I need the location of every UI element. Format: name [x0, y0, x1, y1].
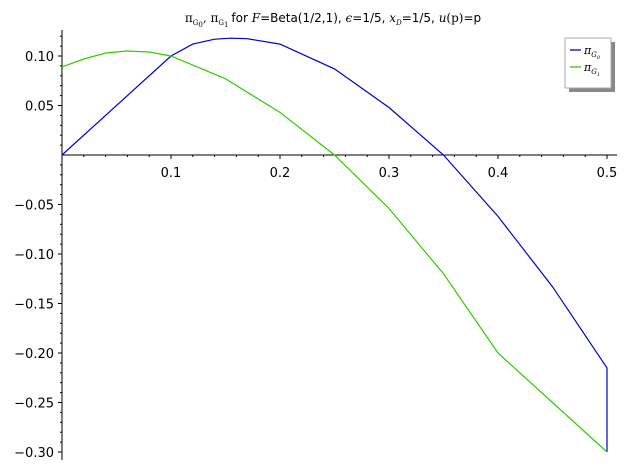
y-tick-label: −0.05 [14, 199, 54, 214]
series-line-1 [61, 50, 608, 453]
x-tick-label: 0.4 [488, 166, 509, 181]
y-tick-label: −0.20 [14, 347, 54, 362]
y-tick-label: 0.10 [25, 50, 54, 65]
y-tick-label: −0.15 [14, 298, 54, 313]
y-tick-label: −0.10 [14, 248, 54, 263]
axes: 0.10 0.05 −0.05 −0.10 −0.15 −0.20 −0.25 −0.30 0.… [14, 30, 617, 461]
chart-title: πG0, πG1 for F=Beta(1/2,1), ϵ=1/5, xD=1/5… [185, 11, 481, 29]
x-tick-label: 0.1 [161, 166, 182, 181]
y-tick-label: 0.05 [25, 100, 54, 115]
series-line-0 [61, 37, 608, 452]
legend-label-1: πG1 [583, 61, 600, 78]
x-tick-label: 0.2 [270, 166, 291, 181]
legend-label-0: πG0 [583, 44, 601, 61]
x-tick-label: 0.5 [597, 166, 618, 181]
x-tick-label: 0.3 [379, 166, 400, 181]
y-tick-label: −0.30 [14, 446, 54, 461]
y-tick-label: −0.25 [14, 397, 54, 412]
legend-box [564, 37, 612, 89]
series-layer [61, 37, 608, 453]
